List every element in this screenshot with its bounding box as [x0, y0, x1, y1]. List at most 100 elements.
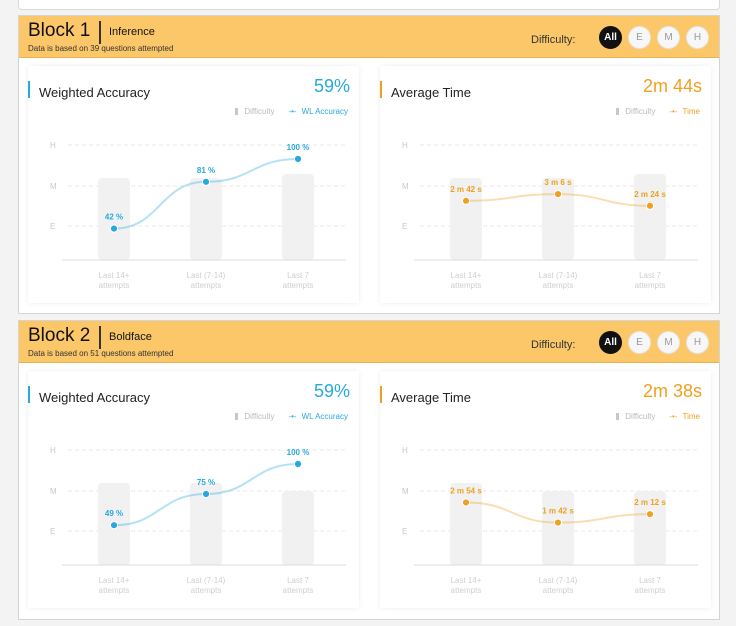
legend-line: WL Accuracy	[301, 107, 348, 116]
block-2: Block 2 Boldface Data is based on 51 que…	[18, 320, 720, 620]
card-accent-bar	[28, 386, 30, 403]
bar-swatch-icon	[616, 413, 620, 420]
data-point	[201, 489, 211, 499]
difficulty-bar	[450, 483, 482, 565]
data-label: 75 %	[197, 478, 215, 487]
y-tick-label: E	[50, 222, 55, 231]
x-tick-label: Last (7-14)	[187, 271, 226, 280]
block-topic: Boldface	[109, 331, 152, 343]
x-tick-label: attempts	[191, 281, 222, 290]
card-accent-bar	[380, 81, 382, 98]
difficulty-bar	[450, 178, 482, 260]
difficulty-bar	[98, 178, 130, 260]
difficulty-easy-button[interactable]: E	[628, 331, 651, 354]
line-swatch-icon: -•-	[288, 412, 297, 421]
x-tick-label: attempts	[451, 281, 482, 290]
difficulty-label: Difficulty:	[531, 34, 576, 46]
title-separator	[99, 326, 101, 349]
difficulty-bar	[190, 178, 222, 260]
y-tick-label: M	[402, 487, 409, 496]
x-tick-label: attempts	[99, 281, 130, 290]
x-tick-label: attempts	[283, 586, 314, 595]
accuracy-value: 59%	[313, 381, 350, 401]
data-label: 1 m 42 s	[542, 507, 574, 516]
difficulty-medium-button[interactable]: M	[657, 331, 680, 354]
block-1: Block 1 Inference Data is based on 39 qu…	[18, 15, 720, 314]
difficulty-all-button[interactable]: All	[599, 331, 622, 354]
block-title: Block 2	[28, 325, 91, 346]
block-subtitle: Data is based on 39 questions attempted	[28, 44, 174, 53]
difficulty-bar	[190, 483, 222, 565]
chart-legend: Difficulty -•- WL Accuracy	[235, 412, 348, 421]
x-tick-label: Last 14+	[99, 271, 130, 280]
difficulty-hard-button[interactable]: H	[686, 26, 709, 49]
card-title: Weighted Accuracy	[39, 390, 151, 405]
x-tick-label: Last 14+	[451, 271, 482, 280]
x-tick-label: Last (7-14)	[539, 576, 578, 585]
x-tick-label: Last 7	[287, 271, 309, 280]
difficulty-all-button[interactable]: All	[599, 26, 622, 49]
x-tick-label: Last 14+	[451, 576, 482, 585]
card-title: Weighted Accuracy	[39, 85, 151, 100]
x-tick-label: attempts	[99, 586, 130, 595]
data-label: 2 m 54 s	[450, 486, 482, 495]
data-label: 2 m 24 s	[634, 190, 666, 199]
data-label: 3 m 6 s	[544, 178, 572, 187]
previous-block-edge	[18, 0, 720, 10]
x-tick-label: attempts	[543, 281, 574, 290]
difficulty-easy-button[interactable]: E	[628, 26, 651, 49]
y-tick-label: H	[50, 446, 56, 455]
difficulty-label: Difficulty:	[531, 339, 576, 351]
legend-difficulty: Difficulty	[625, 107, 656, 116]
title-separator	[99, 21, 101, 44]
data-point	[293, 154, 303, 164]
time-value: 2m 38s	[642, 381, 702, 401]
x-tick-label: attempts	[451, 586, 482, 595]
x-tick-label: Last (7-14)	[187, 576, 226, 585]
x-tick-label: Last 7	[639, 271, 661, 280]
data-label: 2 m 12 s	[634, 498, 666, 507]
legend-line: Time	[682, 412, 700, 421]
chart-legend: Difficulty -•- WL Accuracy	[235, 107, 348, 116]
difficulty-hard-button[interactable]: H	[686, 331, 709, 354]
data-point	[461, 196, 471, 205]
x-tick-label: attempts	[191, 586, 222, 595]
line-swatch-icon: -•-	[669, 412, 678, 421]
chart-legend: Difficulty -•- Time	[616, 107, 700, 116]
legend-difficulty: Difficulty	[244, 107, 275, 116]
x-tick-label: Last 7	[287, 576, 309, 585]
x-tick-label: Last 14+	[99, 576, 130, 585]
difficulty-bar	[282, 491, 314, 565]
data-point	[553, 518, 563, 527]
bar-swatch-icon	[235, 413, 239, 420]
block-title: Block 1	[28, 20, 91, 41]
difficulty-bar	[282, 174, 314, 260]
card-accent-bar	[28, 81, 30, 98]
data-point	[461, 498, 471, 507]
time-value: 2m 44s	[642, 76, 702, 96]
legend-line: WL Accuracy	[301, 412, 348, 421]
data-point	[109, 224, 119, 233]
difficulty-bar	[542, 178, 574, 260]
chart-legend: Difficulty -•- Time	[616, 412, 700, 421]
block-subtitle: Data is based on 51 questions attempted	[28, 349, 174, 358]
data-point	[201, 177, 211, 186]
difficulty-bar	[634, 491, 666, 565]
bar-swatch-icon	[616, 108, 620, 115]
y-tick-label: H	[402, 446, 408, 455]
y-tick-label: H	[50, 141, 56, 150]
difficulty-medium-button[interactable]: M	[657, 26, 680, 49]
block-header: Block 2 Boldface Data is based on 51 que…	[19, 321, 719, 363]
data-point	[293, 459, 303, 469]
legend-difficulty: Difficulty	[625, 412, 656, 421]
data-label: 100 %	[287, 448, 310, 457]
data-label: 2 m 42 s	[450, 185, 482, 194]
y-tick-label: E	[402, 527, 407, 536]
x-tick-label: attempts	[543, 586, 574, 595]
x-tick-label: attempts	[635, 281, 666, 290]
data-point	[109, 521, 119, 530]
x-tick-label: Last 7	[639, 576, 661, 585]
